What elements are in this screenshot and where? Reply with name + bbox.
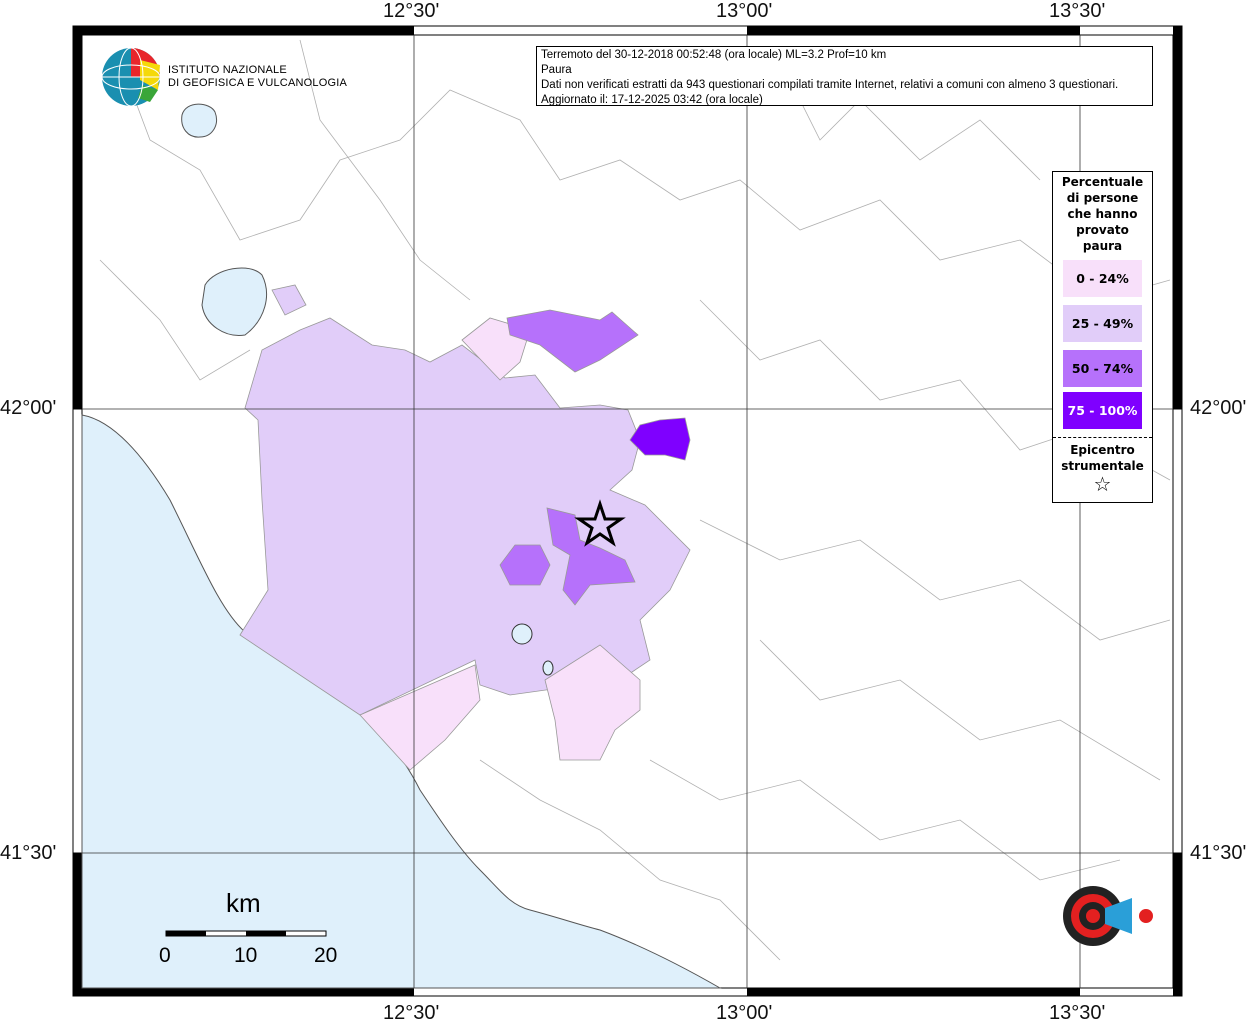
ingv-logo-text: ISTITUTO NAZIONALE DI GEOFISICA E VULCAN… xyxy=(168,64,347,90)
scale-bar xyxy=(165,930,327,937)
scale-label-20: 20 xyxy=(314,944,338,967)
scale-label-10: 10 xyxy=(234,944,258,967)
legend-title-line: di persone xyxy=(1066,191,1139,205)
ingv-logo xyxy=(101,47,161,107)
legend-title-line: che hanno xyxy=(1067,207,1138,221)
lon-tick-bottom-1: 12°30' xyxy=(383,1002,440,1024)
lake-nemi xyxy=(542,660,554,676)
zone-50-74 xyxy=(499,309,639,606)
lake-albano xyxy=(511,623,533,645)
event-info-box: Terremoto del 30-12-2018 00:52:48 (ora l… xyxy=(536,46,1153,106)
epicenter-label-line: Epicentro xyxy=(1070,443,1135,457)
legend-class-50-74: 50 - 74% xyxy=(1063,350,1142,387)
lat-tick-left-1: 42°00' xyxy=(0,397,57,419)
legend-class-0-24: 0 - 24% xyxy=(1063,260,1142,297)
lon-tick-top-1: 12°30' xyxy=(383,0,440,22)
scale-unit: km xyxy=(226,888,261,918)
scale-label-0: 0 xyxy=(159,944,171,967)
lon-tick-top-2: 13°00' xyxy=(716,0,773,22)
lon-tick-bottom-2: 13°00' xyxy=(716,1002,773,1024)
event-line: Terremoto del 30-12-2018 00:52:48 (ora l… xyxy=(541,49,887,61)
haisentito-logo xyxy=(1063,886,1153,946)
parameter-line: Paura xyxy=(541,64,572,76)
lon-tick-bottom-3: 13°30' xyxy=(1049,1002,1106,1024)
legend-title-line: paura xyxy=(1082,239,1123,253)
legend-title: Percentuale di persone che hanno provato… xyxy=(1053,174,1152,254)
legend-title-line: provato xyxy=(1076,223,1129,237)
lat-tick-right-1: 42°00' xyxy=(1190,397,1247,419)
epicenter-label-line: strumentale xyxy=(1061,459,1144,473)
lake-small xyxy=(181,103,217,138)
lat-tick-right-2: 41°30' xyxy=(1190,842,1247,864)
ingv-line1: ISTITUTO NAZIONALE xyxy=(168,64,287,76)
ingv-line2: DI GEOFISICA E VULCANOLOGIA xyxy=(168,77,347,89)
lon-tick-top-3: 13°30' xyxy=(1049,0,1106,22)
legend-epicenter: Epicentro strumentale ☆ xyxy=(1053,437,1152,496)
data-note-line: Dati non verificati estratti da 943 ques… xyxy=(541,79,1119,91)
zone-75-100 xyxy=(629,417,691,461)
updated-line: Aggiornato il: 17-12-2025 03:42 (ora loc… xyxy=(541,94,763,106)
legend-class-75-100: 75 - 100% xyxy=(1063,392,1142,429)
frame-ticks xyxy=(72,26,1183,996)
municipal-borders xyxy=(99,39,1171,961)
sea xyxy=(81,414,722,989)
legend: Percentuale di persone che hanno provato… xyxy=(1052,171,1153,503)
lat-tick-left-2: 41°30' xyxy=(0,842,57,864)
legend-title-line: Percentuale xyxy=(1061,175,1144,189)
star-outline-icon: ☆ xyxy=(1093,472,1112,496)
legend-class-25-49: 25 - 49% xyxy=(1063,305,1142,342)
lake-bracciano xyxy=(201,267,267,336)
epicenter-star-icon xyxy=(574,499,626,547)
